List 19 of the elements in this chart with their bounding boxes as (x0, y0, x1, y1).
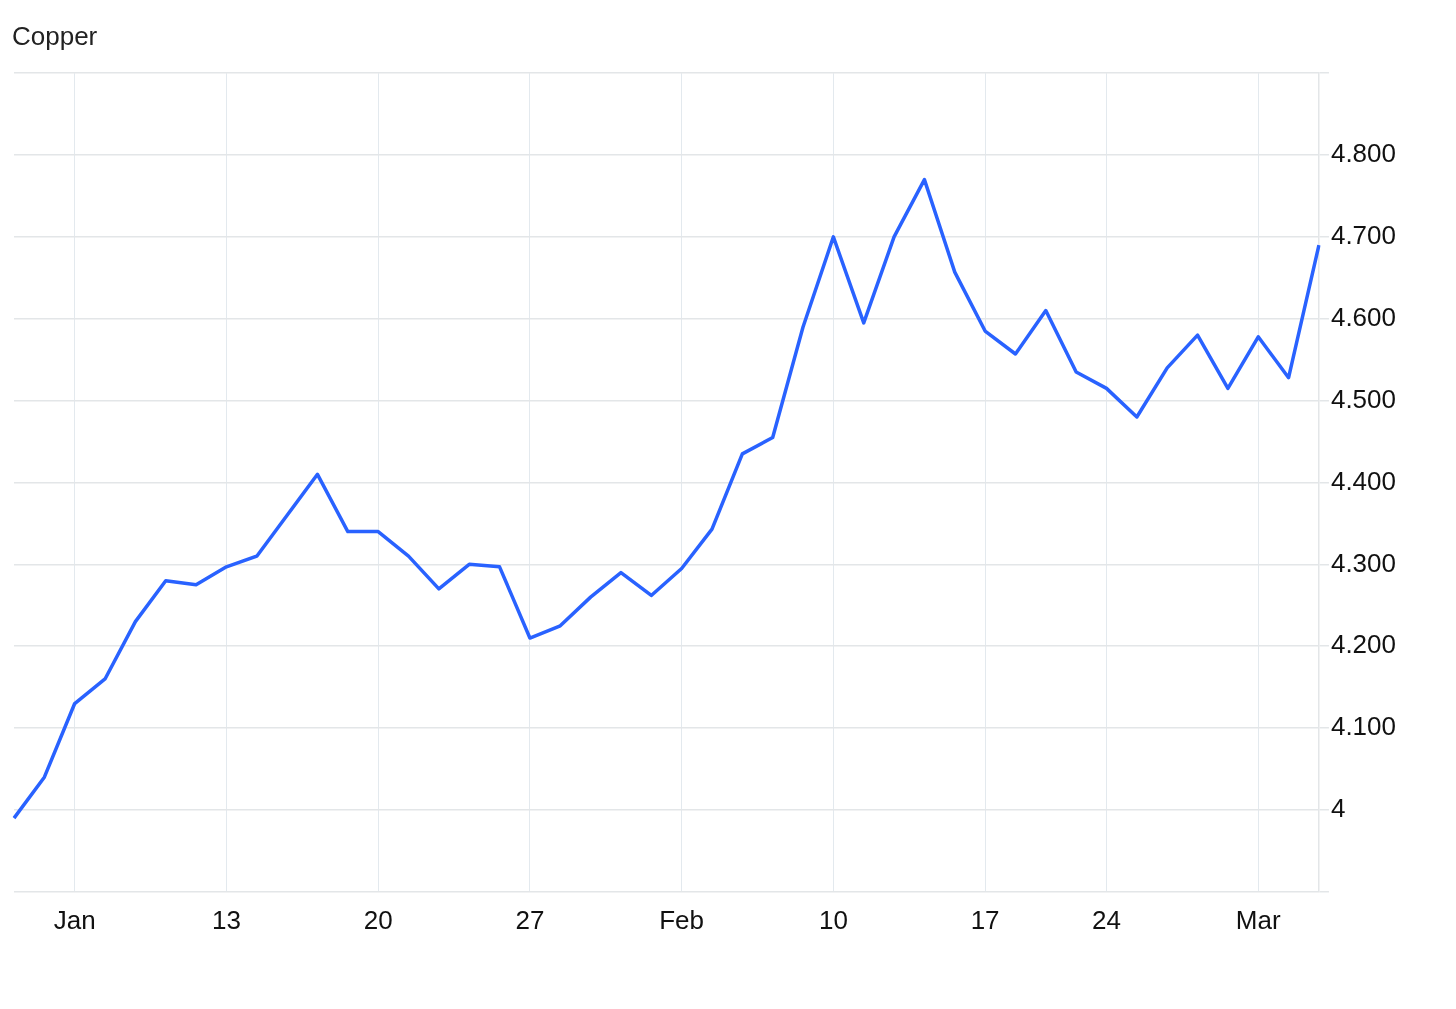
y-tick-label: 4.700 (1330, 220, 1397, 251)
y-tick-label: 4.400 (1330, 465, 1397, 496)
x-tick-label: 10 (818, 904, 848, 935)
x-tick-label: Mar (1235, 904, 1281, 935)
y-tick-label: 4.600 (1330, 301, 1397, 332)
x-tick-label: 24 (1092, 904, 1121, 935)
x-tick-label: 20 (363, 904, 393, 935)
y-tick-label: 4.300 (1330, 547, 1397, 578)
y-tick-label: 4.200 (1330, 629, 1397, 660)
x-tick-label: 17 (970, 904, 1000, 935)
x-tick-label: 27 (515, 904, 545, 935)
x-tick-label: Feb (659, 904, 705, 935)
y-tick-label: 4.500 (1330, 383, 1397, 414)
x-tick-label: Jan (53, 904, 96, 935)
y-tick-label: 4.100 (1330, 711, 1397, 742)
chart-title: Copper (12, 20, 98, 51)
y-tick-label: 4.800 (1330, 138, 1397, 169)
x-tick-label: 13 (211, 904, 241, 935)
y-tick-label: 4 (1330, 793, 1346, 824)
